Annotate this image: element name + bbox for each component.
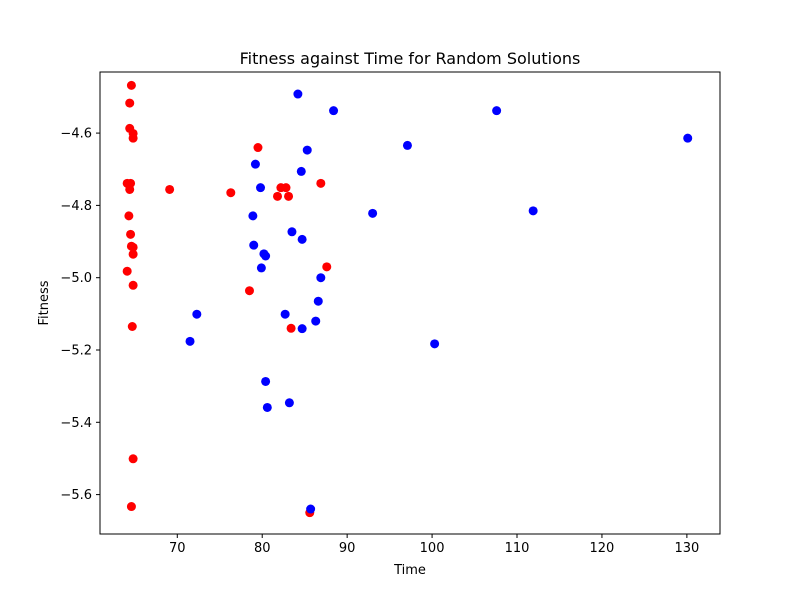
data-point [284, 398, 294, 408]
data-point [368, 208, 378, 218]
y-tick-label: −5.0 [60, 271, 92, 286]
plot-frame [99, 71, 721, 535]
y-axis: −5.6 −5.4 −5.2 −5.0 −4.8 −4.6 [60, 127, 100, 503]
data-point [253, 143, 263, 153]
y-tick-label: −5.6 [60, 488, 92, 503]
data-point [296, 166, 306, 176]
data-point [306, 504, 316, 514]
data-point [124, 211, 134, 221]
y-tick-label: −4.6 [60, 127, 92, 142]
data-point [244, 286, 254, 296]
data-point [261, 251, 271, 261]
x-tick-label: 70 [169, 541, 186, 556]
data-point [402, 140, 412, 150]
x-tick-label: 100 [420, 541, 445, 556]
data-point [128, 280, 138, 290]
data-point [126, 502, 136, 512]
data-point [125, 98, 135, 108]
data-point [165, 184, 175, 194]
data-point [273, 191, 283, 201]
y-axis-label: Fitness [37, 280, 52, 325]
data-point [248, 211, 258, 221]
data-point [528, 206, 538, 216]
data-point [192, 309, 202, 319]
data-point [127, 321, 137, 331]
data-point [316, 273, 326, 283]
data-point [126, 229, 136, 239]
data-point [261, 376, 271, 386]
data-point [287, 227, 297, 237]
data-point [293, 89, 303, 99]
data-point [128, 242, 138, 252]
data-point [280, 309, 290, 319]
data-point [126, 80, 136, 90]
x-tick-label: 80 [254, 541, 271, 556]
chart-title: Fitness against Time for Random Solution… [240, 49, 581, 68]
data-point [430, 339, 440, 349]
x-tick-label: 130 [674, 541, 699, 556]
data-point [683, 133, 693, 143]
data-point [316, 178, 326, 188]
data-point [281, 183, 291, 193]
data-point [226, 188, 236, 198]
x-axis: 70 80 90 100 110 120 130 [169, 534, 699, 556]
data-point [297, 324, 307, 334]
data-point [128, 249, 138, 259]
x-tick-label: 120 [590, 541, 615, 556]
data-point [122, 266, 132, 276]
data-point [256, 263, 266, 273]
data-point [125, 184, 135, 194]
data-point [256, 183, 266, 193]
data-point [322, 262, 332, 272]
data-point [329, 106, 339, 116]
y-tick-label: −5.4 [60, 416, 92, 431]
data-point [128, 133, 138, 143]
data-point [128, 454, 138, 464]
y-tick-label: −4.8 [60, 199, 92, 214]
data-point [284, 191, 294, 201]
x-axis-label: Time [393, 563, 426, 578]
points-layer [122, 80, 693, 518]
data-point [250, 159, 260, 169]
data-point [297, 234, 307, 244]
x-tick-label: 90 [339, 541, 356, 556]
data-point [286, 323, 296, 333]
data-point [302, 145, 312, 155]
data-point [311, 316, 321, 326]
data-point [262, 402, 272, 412]
data-point [185, 336, 195, 346]
y-tick-label: −5.2 [60, 343, 92, 358]
data-point [313, 296, 323, 306]
data-point [249, 240, 259, 250]
data-point [492, 106, 502, 116]
x-tick-label: 110 [505, 541, 530, 556]
